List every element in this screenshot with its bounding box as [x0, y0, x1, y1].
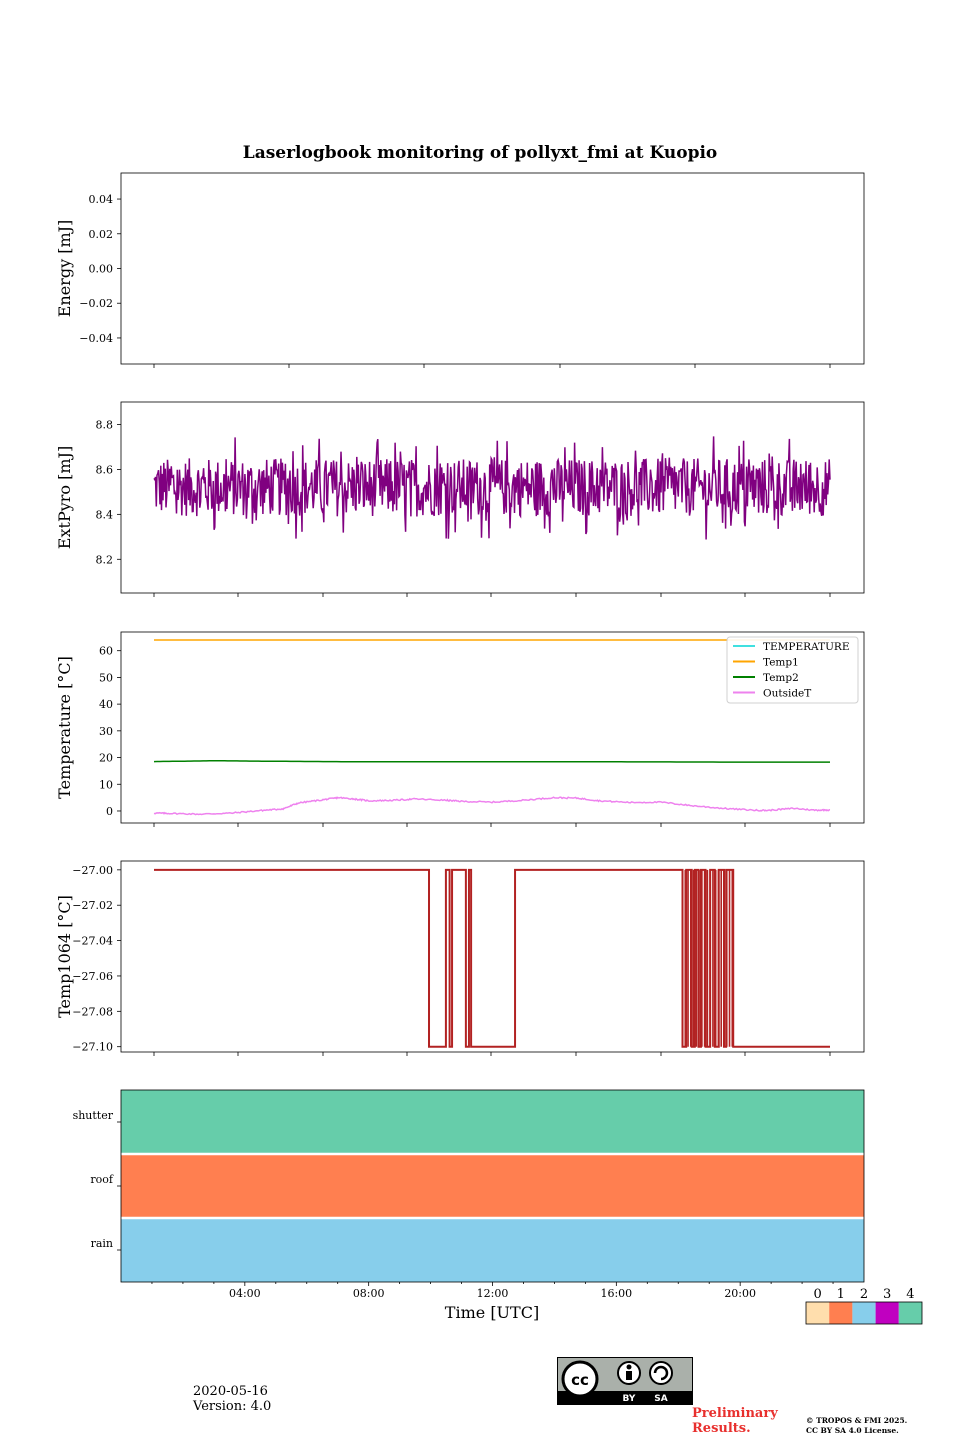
colorbar-label: 1 [837, 1287, 845, 1302]
status-row-shutter [121, 1090, 864, 1154]
colorbar-label: 3 [883, 1287, 891, 1302]
legend-label: Temp2 [763, 672, 799, 684]
legend-label: Temp1 [763, 657, 799, 669]
status-row-rain [121, 1218, 864, 1282]
copyright-notice: © TROPOS & FMI 2025. CC BY SA 4.0 Licens… [806, 1416, 908, 1435]
y-tick-label: 10 [99, 778, 113, 791]
y-tick-label: 50 [99, 671, 113, 684]
colorbar-label: 0 [813, 1287, 821, 1302]
legend-box [726, 636, 859, 704]
y-tick-label: −27.08 [72, 1005, 113, 1018]
status-row-label: roof [90, 1173, 114, 1186]
panel-2: 8.8 8.6 8.4 8.2 ExtPyro [mJ] [55, 401, 865, 597]
date-label: 2020-05-16 [193, 1384, 268, 1399]
panel-3: 60 50 40 30 20 10 0 Temperature [°C] TEMPERATURE… [55, 631, 865, 827]
y-tick-label: 8.8 [96, 418, 114, 431]
y-tick-label: 8.2 [96, 553, 114, 566]
series-temp2 [153, 760, 830, 763]
y-tick-label: 8.4 [96, 508, 114, 521]
plot-frame [120, 631, 865, 824]
preliminary-results-label: Preliminary Results. [692, 1406, 778, 1436]
colorbar-frame [805, 1301, 923, 1325]
y-tick-label: −27.10 [72, 1041, 113, 1054]
status-row-label: rain [91, 1237, 113, 1250]
cc-icon [561, 1360, 599, 1398]
status-row-roof [121, 1154, 864, 1218]
version-label: Version: 4.0 [193, 1399, 272, 1414]
panel-5: shutter roof rain 04:00 08:00 12:00 16:00 20:00… [73, 1089, 865, 1322]
temp1064-series [154, 868, 830, 1048]
svg-text:cc: cc [571, 1371, 589, 1389]
colorbar-cell [852, 1302, 876, 1324]
plot-frame [120, 860, 865, 1053]
y-axis-label: Energy [mJ] [55, 220, 74, 318]
colorbar-cell [875, 1302, 899, 1324]
svg-text:SA: SA [654, 1394, 667, 1404]
colorbar-label: 4 [906, 1287, 914, 1302]
y-tick-label: 60 [99, 645, 113, 658]
y-tick-label: −27.02 [72, 899, 113, 912]
x-tick-label: 12:00 [477, 1287, 509, 1300]
x-axis-label: Time [UTC] [445, 1303, 539, 1322]
y-tick-label: −27.04 [72, 935, 113, 948]
colorbar-cell [829, 1302, 853, 1324]
series-outsidet [153, 796, 831, 816]
y-tick-label: −0.04 [79, 332, 113, 345]
sa-share-icon [649, 1361, 673, 1385]
colorbar-label: 2 [860, 1287, 868, 1302]
y-tick-label: 8.6 [96, 463, 114, 476]
y-tick-label: 0.04 [89, 193, 114, 206]
panel-4: −27.00 −27.02 −27.04 −27.06 −27.08 −27.10 Temp… [55, 860, 865, 1056]
legend: TEMPERATURE Temp1 Temp2 OutsideT [726, 636, 859, 704]
y-axis-label: ExtPyro [mJ] [55, 446, 74, 549]
plot-frame [120, 172, 865, 365]
y-tick-label: 0 [106, 805, 113, 818]
plot-frame [120, 401, 865, 594]
y-tick-label: −27.06 [72, 970, 113, 983]
y-tick-label: −27.00 [72, 864, 113, 877]
extpyro-series [153, 436, 831, 540]
y-tick-label: 0.00 [89, 263, 114, 276]
x-tick-label: 16:00 [600, 1287, 632, 1300]
y-tick-label: 40 [99, 698, 113, 711]
x-tick-label: 20:00 [724, 1287, 756, 1300]
legend-label: TEMPERATURE [763, 641, 850, 653]
x-tick-label: 08:00 [353, 1287, 385, 1300]
y-axis-label: Temperature [°C] [55, 656, 74, 799]
panel-1: 0.04 0.02 0.00 −0.02 −0.04 Energy [mJ] [55, 172, 865, 368]
y-tick-label: −0.02 [79, 297, 113, 310]
y-tick-label: 20 [99, 752, 113, 765]
colorbar-cell [806, 1302, 830, 1324]
colorbar-cell [898, 1302, 922, 1324]
date-version-block: 2020-05-16 Version: 4.0 [193, 1384, 271, 1414]
cc-by-sa-logo: cc BY SA [557, 1357, 693, 1405]
legend-label: OutsideT [763, 688, 811, 700]
svg-text:BY: BY [623, 1394, 636, 1404]
y-tick-label: 0.02 [89, 228, 114, 241]
status-row-label: shutter [73, 1109, 114, 1122]
y-axis-label: Temp1064 [°C] [55, 895, 74, 1018]
y-tick-label: 30 [99, 725, 113, 738]
x-tick-label: 04:00 [229, 1287, 261, 1300]
chart-title: Laserlogbook monitoring of pollyxt_fmi a… [243, 143, 718, 163]
